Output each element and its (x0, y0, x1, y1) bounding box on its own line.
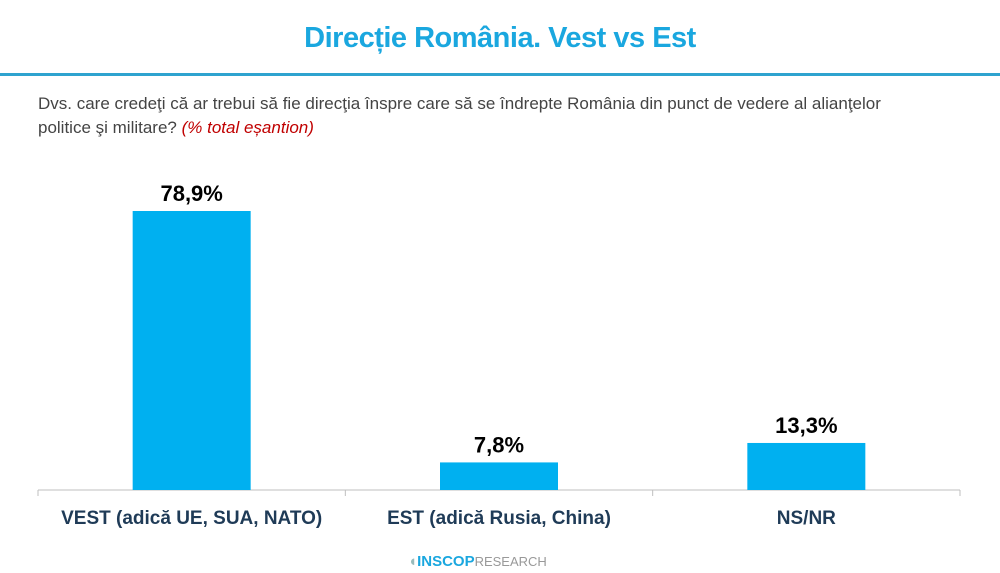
bar (747, 442, 866, 490)
question: Dvs. care credeţi că ar trebui să fie di… (38, 94, 881, 137)
category-label: NS/NR (777, 508, 836, 529)
logo-icon: ◖ (408, 553, 418, 570)
category-label: VEST (adică UE, SUA, NATO) (61, 508, 322, 529)
inscop-logo: ◖INSCOPRESEARCH (408, 553, 547, 570)
data-label: 13,3% (775, 413, 837, 438)
bar (440, 462, 558, 490)
title-divider (0, 73, 1000, 76)
logo-brand: INSCOP (417, 553, 475, 570)
data-label: 78,9% (160, 181, 222, 206)
category-label: EST (adică Rusia, China) (387, 508, 611, 529)
sample-note: (% total eșantion) (181, 118, 314, 137)
data-label: 7,8% (474, 432, 524, 457)
bar (132, 211, 251, 490)
logo-suffix: RESEARCH (474, 554, 547, 569)
question-text: Dvs. care credeţi că ar trebui să fie di… (38, 92, 938, 140)
page-title: Direcție România. Vest vs Est (304, 22, 696, 54)
